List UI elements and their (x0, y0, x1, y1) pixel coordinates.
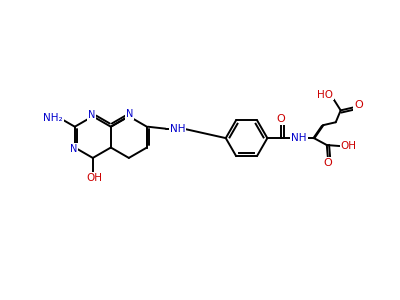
Text: OH: OH (341, 141, 357, 151)
Text: NH: NH (291, 133, 307, 143)
Text: O: O (324, 158, 332, 168)
Text: O: O (277, 114, 286, 124)
Text: NH: NH (170, 124, 185, 134)
Text: N: N (70, 143, 78, 154)
Text: N: N (126, 109, 134, 119)
Text: O: O (354, 100, 363, 110)
Polygon shape (313, 125, 324, 139)
Text: N: N (88, 110, 96, 120)
Text: OH: OH (87, 173, 103, 183)
Text: HO: HO (317, 89, 333, 100)
Text: NH₂: NH₂ (44, 113, 63, 123)
